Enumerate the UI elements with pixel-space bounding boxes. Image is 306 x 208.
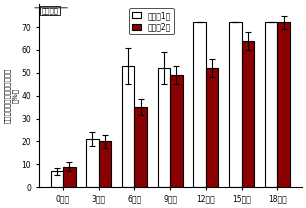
Bar	[158, 68, 170, 187]
Legend: つくば1号, つくば2号: つくば1号, つくば2号	[129, 8, 174, 34]
Text: 反応なし: 反応なし	[41, 7, 58, 14]
Bar	[277, 22, 290, 187]
Bar	[265, 22, 277, 187]
Bar	[229, 22, 242, 187]
Bar	[242, 41, 254, 187]
Bar	[99, 141, 111, 187]
Bar	[50, 171, 63, 187]
Bar	[63, 167, 76, 187]
Y-axis label: エチレン感度に対する反応率
（%）: エチレン感度に対する反応率 （%）	[4, 68, 18, 123]
Bar	[193, 22, 206, 187]
Bar	[206, 68, 218, 187]
Bar	[86, 139, 99, 187]
Bar	[170, 75, 183, 187]
Bar	[134, 107, 147, 187]
Bar	[122, 66, 134, 187]
